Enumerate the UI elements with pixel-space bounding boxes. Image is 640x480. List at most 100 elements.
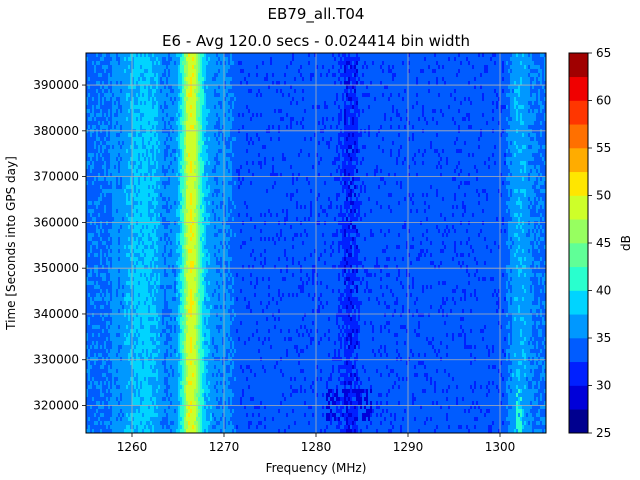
heatmap-cell [170, 109, 173, 114]
heatmap-cell [466, 117, 469, 122]
heatmap-cell [380, 125, 383, 130]
heatmap-cell [308, 61, 311, 66]
heatmap-cell [280, 101, 283, 106]
heatmap-cell [170, 61, 173, 66]
heatmap-cell [286, 61, 289, 66]
heatmap-cell [418, 93, 421, 98]
heatmap-cell [386, 121, 389, 126]
heatmap-cell [212, 89, 215, 94]
heatmap-cell [528, 117, 531, 122]
heatmap-cell [136, 113, 139, 118]
heatmap-cell [172, 53, 175, 58]
heatmap-cell [336, 69, 339, 74]
heatmap-cell [98, 137, 101, 142]
heatmap-cell [120, 109, 123, 114]
heatmap-cell [540, 53, 543, 58]
heatmap-cell [474, 61, 477, 66]
heatmap-cell [324, 77, 327, 82]
heatmap-cell [136, 53, 139, 58]
heatmap-cell [376, 73, 379, 78]
heatmap-cell [88, 93, 91, 98]
heatmap-cell [392, 57, 395, 62]
heatmap-cell [218, 73, 221, 78]
heatmap-cell [302, 65, 305, 70]
heatmap-cell [414, 105, 417, 110]
heatmap-cell [86, 117, 89, 122]
heatmap-cell [302, 85, 305, 90]
heatmap-cell [540, 85, 543, 90]
heatmap-cell [476, 109, 479, 114]
heatmap-cell [368, 81, 371, 86]
heatmap-cell [272, 57, 275, 62]
heatmap-cell [162, 57, 165, 62]
heatmap-cell [438, 85, 441, 90]
heatmap-cell [282, 125, 285, 130]
heatmap-cell [362, 69, 365, 74]
heatmap-cell [306, 69, 309, 74]
heatmap-cell [516, 93, 519, 98]
heatmap-cell [392, 97, 395, 102]
heatmap-cell [464, 69, 467, 74]
heatmap-cell [346, 89, 349, 94]
heatmap-cell [120, 61, 123, 66]
heatmap-cell [180, 117, 183, 122]
heatmap-cell [354, 77, 357, 82]
heatmap-cell [178, 81, 181, 86]
heatmap-cell [516, 101, 519, 106]
heatmap-cell [482, 57, 485, 62]
heatmap-cell [162, 105, 165, 110]
heatmap-cell [284, 89, 287, 94]
heatmap-cell [448, 121, 451, 126]
heatmap-cell [440, 77, 443, 82]
heatmap-cell [342, 85, 345, 90]
heatmap-cell [324, 137, 327, 142]
heatmap-cell [100, 77, 103, 82]
heatmap-cell [236, 57, 239, 62]
heatmap-cell [252, 109, 255, 114]
heatmap-cell [138, 93, 141, 98]
heatmap-cell [306, 113, 309, 118]
heatmap-cell [338, 77, 341, 82]
heatmap-cell [112, 77, 115, 82]
heatmap-cell [316, 69, 319, 74]
heatmap-cell [168, 89, 171, 94]
heatmap-cell [310, 73, 313, 78]
heatmap-cell [338, 97, 341, 102]
heatmap-cell [418, 113, 421, 118]
heatmap-cell [446, 93, 449, 98]
heatmap-cell [222, 77, 225, 82]
heatmap-cell [108, 121, 111, 126]
heatmap-cell [504, 61, 507, 66]
heatmap-cell [138, 85, 141, 90]
heatmap-cell [326, 121, 329, 126]
heatmap-cell [88, 53, 91, 58]
heatmap-cell [300, 57, 303, 62]
heatmap-cell [452, 113, 455, 118]
heatmap-cell [404, 121, 407, 126]
heatmap-cell [90, 133, 93, 138]
heatmap-cell [390, 81, 393, 86]
heatmap-cell [276, 61, 279, 66]
heatmap-cell [160, 57, 163, 62]
heatmap-cell [488, 121, 491, 126]
heatmap-cell [450, 77, 453, 82]
heatmap-cell [268, 65, 271, 70]
heatmap-cell [526, 81, 529, 86]
heatmap-cell [128, 113, 131, 118]
heatmap-cell [226, 109, 229, 114]
heatmap-cell [368, 57, 371, 62]
heatmap-cell [362, 53, 365, 58]
heatmap-cell [98, 77, 101, 82]
heatmap-cell [186, 113, 189, 118]
heatmap-cell [308, 97, 311, 102]
heatmap-cell [434, 105, 437, 110]
heatmap-cell [490, 57, 493, 62]
heatmap-cell [388, 117, 391, 122]
heatmap-cell [300, 65, 303, 70]
heatmap-cell [174, 57, 177, 62]
heatmap-cell [284, 133, 287, 138]
heatmap-cell [430, 105, 433, 110]
heatmap-cell [536, 73, 539, 78]
heatmap-cell [460, 133, 463, 138]
heatmap-cell [462, 97, 465, 102]
